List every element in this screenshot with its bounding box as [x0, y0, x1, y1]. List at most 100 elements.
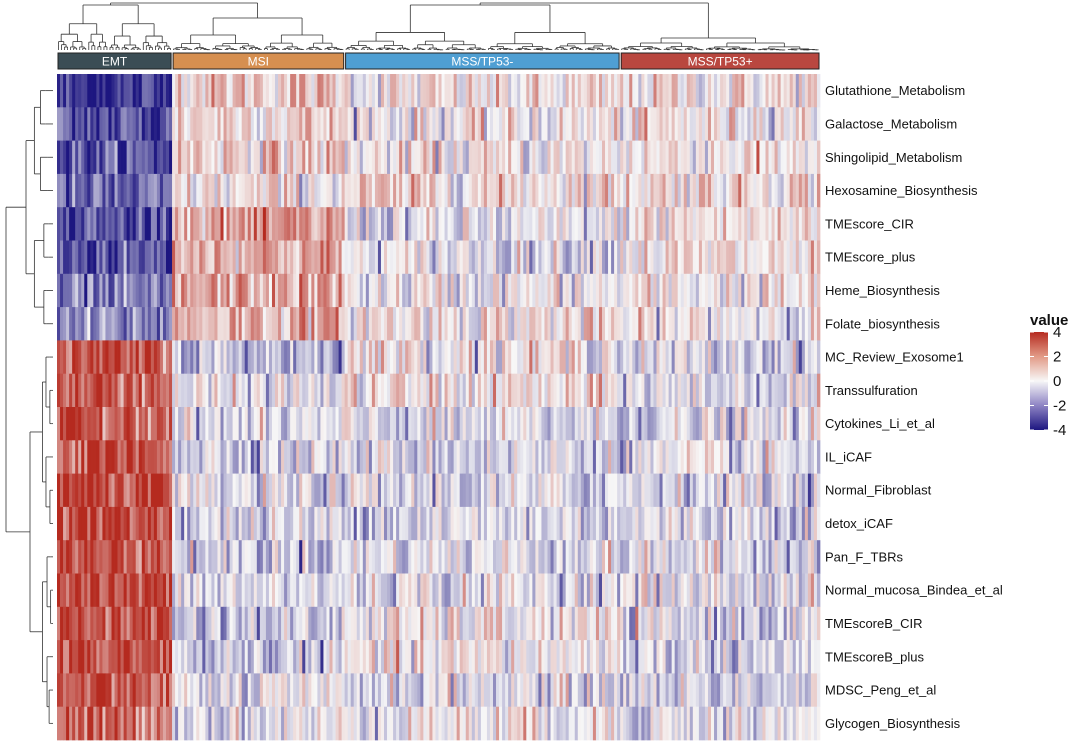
heatmap-cell: [671, 540, 676, 574]
heatmap-cell: [541, 506, 545, 541]
heatmap-cell: [87, 74, 91, 108]
heatmap-cell: [326, 473, 330, 508]
heatmap-cell: [689, 173, 694, 208]
heatmap-cell: [665, 606, 669, 641]
heatmap-cell: [262, 473, 267, 508]
heatmap-cell: [102, 440, 106, 474]
heatmap-cell: [632, 273, 636, 308]
heatmap-cell: [305, 207, 309, 241]
heatmap-cell: [674, 606, 679, 641]
heatmap-cell: [105, 640, 109, 674]
heatmap-cell: [580, 440, 585, 474]
heatmap-cell: [765, 540, 769, 574]
heatmap-cell: [559, 207, 563, 241]
heatmap-cell: [259, 573, 264, 608]
heatmap-cell: [580, 107, 585, 141]
heatmap-cell: [390, 640, 394, 674]
heatmap-cell: [605, 207, 609, 241]
heatmap-cell: [598, 340, 603, 375]
heatmap-cell: [662, 373, 666, 408]
heatmap-cell: [241, 107, 246, 141]
heatmap-cell: [698, 606, 703, 641]
heatmap-cell: [268, 540, 273, 574]
heatmap-cell: [453, 440, 458, 474]
heatmap-cell: [305, 673, 309, 708]
heatmap-cell: [553, 573, 557, 608]
heatmap-cell: [438, 473, 442, 508]
heatmap-cell: [638, 506, 642, 541]
heatmap-cell: [544, 673, 548, 708]
heatmap-cell: [377, 473, 382, 508]
heatmap-cell: [480, 407, 485, 441]
heatmap-cell: [287, 307, 291, 341]
heatmap-cell: [380, 373, 385, 408]
heatmap-cell: [377, 407, 382, 441]
heatmap-cell: [635, 606, 639, 641]
heatmap-cell: [653, 540, 657, 574]
heatmap-cell: [780, 107, 785, 141]
heatmap-cell: [626, 140, 630, 175]
heatmap-cell: [250, 473, 255, 508]
heatmap-cell: [677, 407, 682, 441]
heatmap-cell: [544, 506, 548, 541]
heatmap-cell: [447, 307, 451, 341]
heatmap-cell: [99, 373, 103, 408]
heatmap-cell: [695, 440, 700, 474]
heatmap-cell: [544, 573, 548, 608]
heatmap-cell: [232, 473, 236, 508]
heatmap-cell: [768, 606, 772, 641]
heatmap-cell: [265, 407, 270, 441]
heatmap-cell: [202, 606, 206, 641]
heatmap-cell: [650, 107, 654, 141]
heatmap-cell: [680, 673, 685, 708]
heatmap-cell: [323, 207, 327, 241]
heatmap-cell: [326, 440, 330, 474]
heatmap-cell: [602, 307, 606, 341]
heatmap-cell: [714, 473, 718, 508]
heatmap-cell: [205, 473, 209, 508]
heatmap-cell: [281, 407, 285, 441]
heatmap-cell: [350, 373, 355, 408]
heatmap-cell: [602, 573, 606, 608]
heatmap-cell: [508, 540, 512, 574]
heatmap-cell: [353, 273, 358, 308]
heatmap-cell: [605, 673, 609, 708]
group-label: EMT: [102, 55, 128, 69]
heatmap-cell: [202, 373, 206, 408]
heatmap-cell: [465, 407, 470, 441]
heatmap-cell: [387, 173, 391, 208]
heatmap-cell: [287, 240, 291, 275]
heatmap-cell: [468, 440, 473, 474]
heatmap-cell: [662, 207, 666, 241]
heatmap-cell: [489, 473, 494, 508]
heatmap-cell: [695, 373, 700, 408]
heatmap-cell: [780, 74, 785, 108]
heatmap-cell: [568, 673, 573, 708]
heatmap-cell: [523, 706, 527, 741]
heatmap-cell: [562, 373, 567, 408]
heatmap-cell: [138, 506, 143, 541]
heatmap-cell: [471, 307, 476, 341]
heatmap-cell: [508, 140, 512, 175]
heatmap-cell: [353, 440, 358, 474]
heatmap-cell: [692, 407, 697, 441]
heatmap-cell: [311, 407, 315, 441]
heatmap-cell: [465, 373, 470, 408]
heatmap-cell: [523, 573, 527, 608]
heatmap-cell: [714, 173, 718, 208]
heatmap-cell: [435, 307, 439, 341]
heatmap-cell: [608, 706, 612, 741]
heatmap-cell: [429, 407, 433, 441]
heatmap-cell: [371, 640, 376, 674]
heatmap-cell: [356, 440, 361, 474]
heatmap-cell: [138, 307, 143, 341]
heatmap-cell: [432, 240, 436, 275]
heatmap-cell: [75, 473, 79, 508]
heatmap-cell: [674, 107, 679, 141]
heatmap-cell: [368, 506, 373, 541]
heatmap-cell: [211, 706, 215, 741]
heatmap-cell: [232, 407, 236, 441]
heatmap-cell: [405, 706, 409, 741]
heatmap-cell: [350, 440, 355, 474]
heatmap-cell: [650, 540, 654, 574]
